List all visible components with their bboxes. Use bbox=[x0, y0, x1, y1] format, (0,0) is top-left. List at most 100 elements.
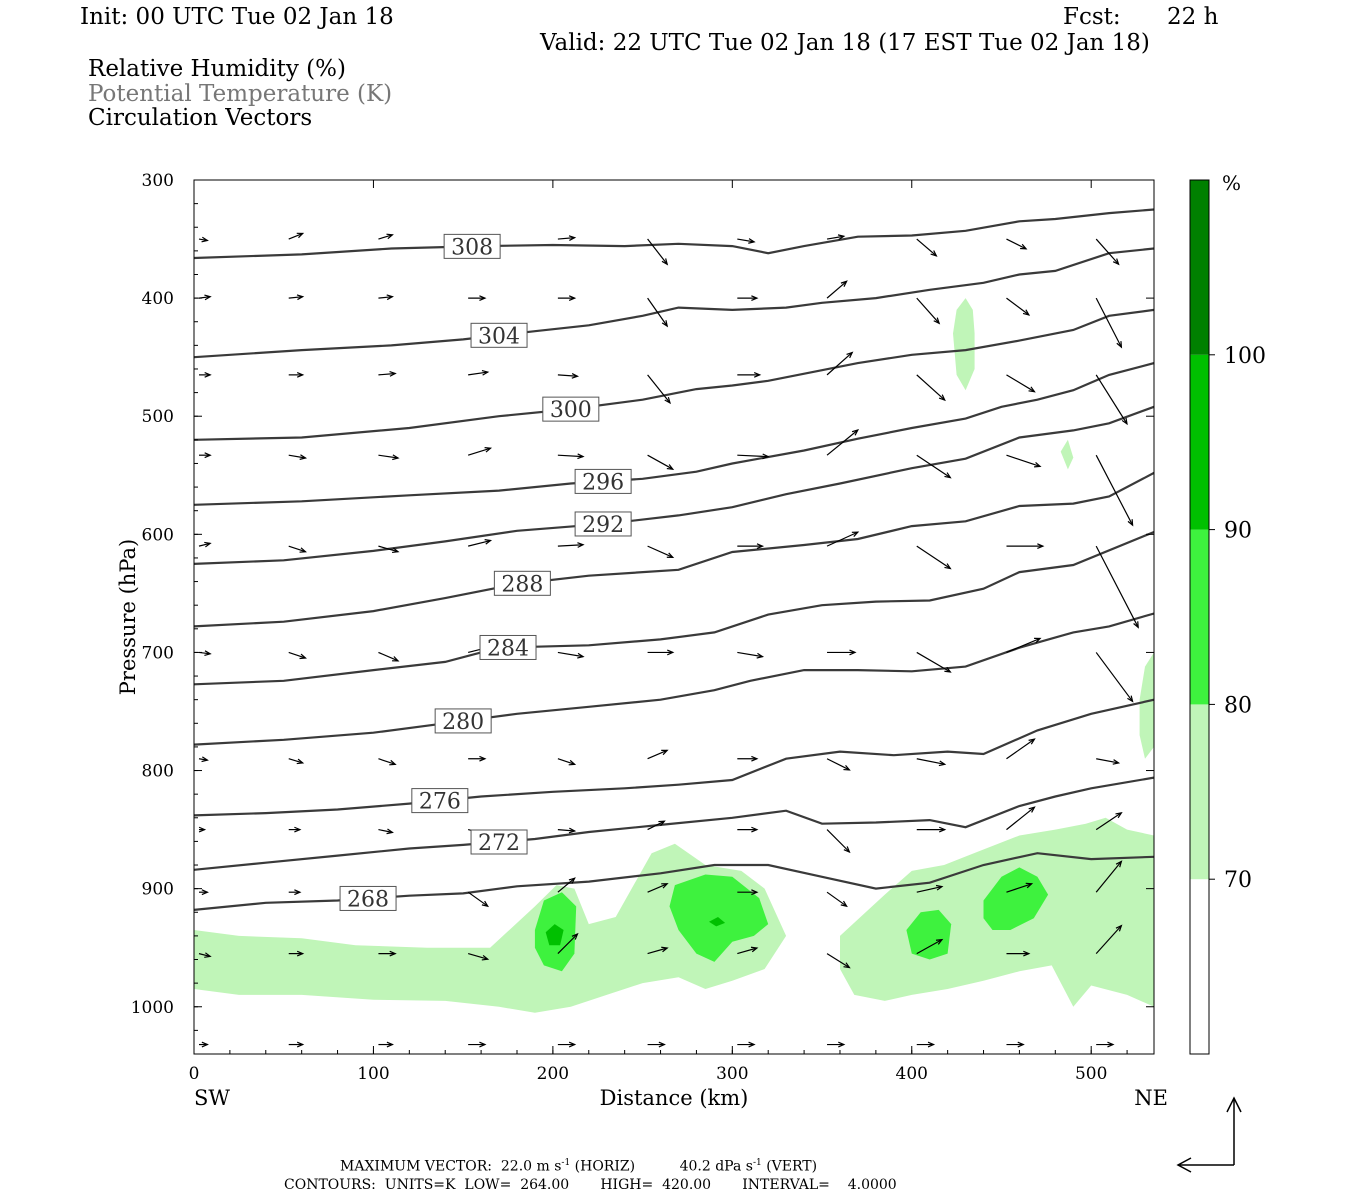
circulation-vector bbox=[737, 1041, 756, 1048]
y-tick-label: 900 bbox=[142, 880, 174, 900]
y-tick-label: 800 bbox=[142, 762, 174, 782]
circulation-vector bbox=[199, 371, 212, 378]
x-tick-label: 500 bbox=[1075, 1064, 1107, 1084]
circulation-vector bbox=[288, 826, 302, 833]
circulation-vector bbox=[1006, 637, 1042, 653]
circulation-vector bbox=[288, 950, 305, 957]
contours-info: CONTOURS: UNITS=K LOW= 264.00 HIGH= 420.… bbox=[284, 1177, 897, 1193]
rh-area-70 bbox=[194, 843, 787, 1013]
circulation-vector bbox=[916, 454, 952, 479]
rh-area-70 bbox=[1060, 439, 1074, 470]
circulation-vector bbox=[557, 1041, 577, 1048]
circulation-vector bbox=[467, 447, 493, 456]
circulation-vector bbox=[737, 543, 765, 550]
init-time: Init: 00 UTC Tue 02 Jan 18 bbox=[80, 4, 394, 30]
contour-label-292: 292 bbox=[574, 511, 632, 538]
circulation-vector bbox=[378, 545, 400, 554]
circulation-vector bbox=[198, 826, 207, 833]
colorbar: 70 80 90 100% bbox=[1189, 171, 1266, 1055]
circulation-vector bbox=[1006, 806, 1036, 831]
sw-end-label: SW bbox=[194, 1086, 230, 1110]
circulation-vector bbox=[557, 295, 577, 301]
contour-label-268: 268 bbox=[339, 885, 397, 912]
svg-text:272: 272 bbox=[478, 831, 520, 856]
contour-label-layer: 268 272 276 280 284 288 292 296 300 304 308 bbox=[339, 233, 632, 912]
circulation-vector bbox=[916, 884, 944, 893]
contour-label-300: 300 bbox=[542, 396, 600, 423]
circulation-vector bbox=[737, 946, 759, 955]
circulation-vector bbox=[1095, 454, 1134, 527]
circulation-vector bbox=[1096, 758, 1121, 765]
circulation-vector bbox=[557, 651, 585, 659]
x-axis-title: Distance (km) bbox=[600, 1086, 749, 1110]
circulation-vector bbox=[826, 429, 860, 456]
circulation-vector bbox=[826, 829, 851, 854]
circulation-vector bbox=[737, 651, 765, 659]
svg-text:304: 304 bbox=[478, 324, 520, 349]
svg-text:308: 308 bbox=[451, 235, 493, 260]
circulation-vector bbox=[647, 749, 669, 760]
svg-text:296: 296 bbox=[582, 470, 624, 495]
contour-label-304: 304 bbox=[470, 322, 528, 349]
forecast-label: Fcst: bbox=[1063, 4, 1121, 30]
circulation-vector bbox=[378, 1041, 394, 1048]
circulation-vector bbox=[378, 758, 397, 766]
circulation-vector bbox=[1006, 297, 1031, 316]
circulation-vector bbox=[1095, 811, 1123, 831]
circulation-vector bbox=[647, 1041, 666, 1048]
y-tick-label: 700 bbox=[142, 643, 174, 663]
circulation-vector bbox=[288, 454, 308, 460]
circulation-vector bbox=[1006, 1041, 1025, 1048]
rh-area-70 bbox=[1139, 652, 1154, 759]
theta-contour-272 bbox=[194, 776, 1154, 871]
theta-contour-284 bbox=[194, 530, 1154, 686]
circulation-vector bbox=[916, 651, 952, 673]
circulation-vector bbox=[737, 295, 759, 301]
circulation-vector bbox=[826, 531, 860, 547]
y-tick-label: 500 bbox=[142, 407, 174, 427]
forecast-hour: 22 h bbox=[1167, 4, 1219, 30]
circulation-vector bbox=[826, 234, 846, 240]
circulation-vector bbox=[916, 938, 944, 955]
circulation-vector bbox=[1096, 1041, 1115, 1048]
svg-text:268: 268 bbox=[347, 887, 389, 912]
circulation-vector bbox=[647, 454, 675, 470]
contour-label-308: 308 bbox=[443, 233, 501, 260]
legend-circulation-vectors: Circulation Vectors bbox=[88, 105, 313, 131]
rh-area-90 bbox=[545, 924, 564, 946]
circulation-vector bbox=[916, 297, 941, 325]
y-tick-label: 600 bbox=[142, 525, 174, 545]
ne-end-label: NE bbox=[1134, 1086, 1168, 1110]
humidity-fill-layer bbox=[194, 298, 1154, 1013]
circulation-vector bbox=[1006, 374, 1036, 393]
colorbar-label: 70 bbox=[1224, 868, 1252, 893]
circulation-vector bbox=[647, 238, 669, 266]
circulation-vector bbox=[647, 374, 671, 405]
circulation-vector bbox=[557, 932, 579, 955]
axes: 0 100 200 300 400 500 300 400 500 600 700 800 900 100… bbox=[131, 171, 1154, 1084]
circulation-vector bbox=[199, 452, 212, 459]
circulation-vector bbox=[826, 953, 851, 969]
rh-area-80 bbox=[983, 867, 1049, 930]
circulation-vector bbox=[198, 294, 212, 301]
circulation-vector bbox=[826, 280, 848, 299]
circulation-vector bbox=[468, 369, 490, 376]
colorbar-segment bbox=[1190, 354, 1209, 530]
y-tick-label: 400 bbox=[142, 289, 174, 309]
x-tick-label: 200 bbox=[537, 1064, 569, 1084]
legend-potential-temperature: Potential Temperature (K) bbox=[88, 81, 393, 107]
colorbar-segment bbox=[1190, 529, 1209, 705]
circulation-vector bbox=[1095, 545, 1139, 629]
rh-area-70 bbox=[953, 298, 975, 391]
circulation-vector bbox=[1006, 738, 1036, 760]
colorbar-unit: % bbox=[1222, 171, 1241, 195]
svg-text:292: 292 bbox=[582, 513, 624, 538]
circulation-vector bbox=[647, 545, 675, 558]
circulation-vector bbox=[288, 545, 307, 553]
circulation-vector bbox=[288, 294, 305, 301]
circulation-vector bbox=[737, 889, 759, 896]
circulation-vector bbox=[1006, 543, 1045, 550]
circulation-vector bbox=[378, 371, 397, 377]
svg-text:284: 284 bbox=[487, 636, 529, 661]
circulation-vector bbox=[468, 539, 493, 547]
